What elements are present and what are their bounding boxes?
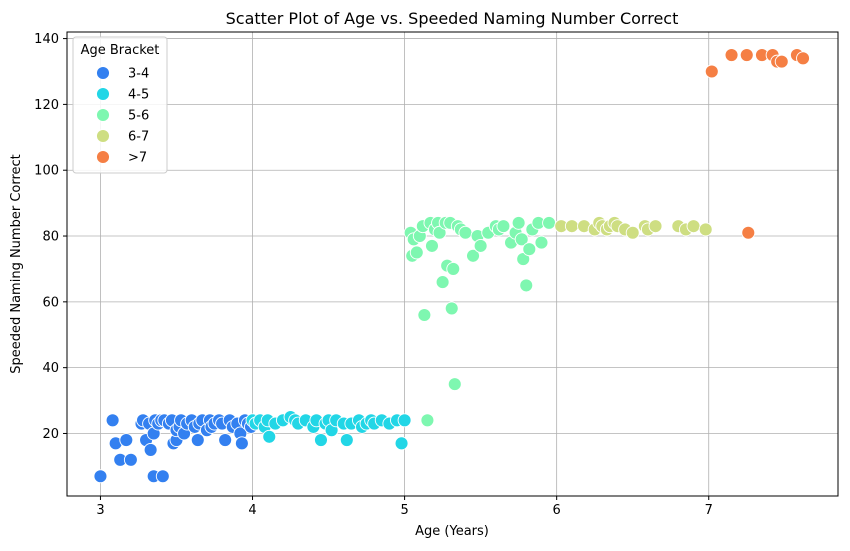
legend-label: 4-5 — [128, 88, 149, 103]
legend: Age Bracket 3-4 4-5 5-6 6-7 >7 — [72, 36, 168, 174]
data-point — [534, 235, 549, 250]
legend-label: 3-4 — [128, 67, 149, 82]
y-tick-label: 140 — [34, 32, 59, 47]
x-tick-label: 4 — [248, 503, 256, 518]
legend-marker — [96, 66, 110, 80]
data-point — [218, 433, 233, 448]
y-tick-label: 20 — [42, 427, 59, 442]
data-point — [420, 413, 435, 428]
legend-marker — [96, 108, 110, 122]
data-point — [262, 429, 277, 444]
data-point — [394, 436, 409, 451]
chart-title: Scatter Plot of Age vs. Speeded Naming N… — [226, 9, 679, 28]
data-point — [458, 225, 473, 240]
data-point — [648, 219, 663, 234]
data-point — [123, 452, 138, 467]
data-point — [190, 433, 205, 448]
legend-title: Age Bracket — [81, 43, 160, 58]
data-point — [397, 413, 412, 428]
y-tick-label: 100 — [34, 164, 59, 179]
data-point — [698, 222, 713, 237]
data-point — [105, 413, 120, 428]
legend-label: 6-7 — [128, 130, 149, 145]
data-point — [774, 54, 789, 69]
x-tick-label: 7 — [705, 503, 713, 518]
data-point — [339, 433, 354, 448]
data-point — [739, 48, 754, 62]
plot-area: 3 4 5 6 7 20 40 60 80 100 120 140 — [34, 31, 839, 518]
data-point — [425, 238, 439, 253]
data-point — [446, 261, 461, 276]
data-point — [417, 308, 432, 322]
data-point — [625, 225, 640, 240]
x-axis-label: Age (Years) — [415, 524, 489, 539]
data-point — [466, 248, 480, 263]
data-point — [796, 51, 810, 66]
y-tick-label: 80 — [42, 230, 59, 245]
data-point — [741, 225, 756, 240]
data-point — [511, 215, 526, 230]
data-point — [444, 301, 459, 316]
data-point — [93, 469, 108, 484]
legend-marker — [96, 150, 110, 164]
x-tick-label: 6 — [553, 503, 561, 518]
data-point — [686, 219, 701, 234]
x-tick-label: 3 — [96, 503, 104, 518]
data-point — [522, 242, 537, 257]
data-point — [234, 436, 249, 451]
data-point — [704, 64, 719, 79]
data-point — [724, 48, 739, 62]
y-tick-label: 60 — [42, 295, 59, 310]
data-point — [435, 275, 450, 290]
data-point — [314, 433, 328, 448]
data-point — [496, 219, 511, 234]
data-point — [514, 232, 529, 247]
data-point — [447, 377, 462, 392]
data-point — [155, 469, 170, 484]
data-point — [143, 442, 158, 457]
axes-frame — [66, 31, 839, 497]
x-tick-label: 5 — [400, 503, 408, 518]
y-tick-label: 40 — [42, 361, 59, 376]
data-point — [516, 252, 531, 267]
y-tick-label: 120 — [34, 98, 59, 113]
data-point — [542, 215, 557, 230]
data-point — [409, 245, 424, 260]
data-point — [519, 278, 534, 293]
y-axis-label: Speeded Naming Number Correct — [9, 154, 24, 374]
data-point — [119, 433, 134, 448]
legend-marker — [96, 87, 110, 101]
data-point — [473, 238, 488, 253]
legend-label: >7 — [128, 151, 147, 166]
data-point — [564, 219, 579, 234]
legend-label: 5-6 — [128, 109, 149, 124]
data-point — [432, 225, 447, 240]
legend-items: 3-4 4-5 5-6 6-7 >7 — [96, 66, 149, 166]
legend-marker — [96, 129, 110, 143]
